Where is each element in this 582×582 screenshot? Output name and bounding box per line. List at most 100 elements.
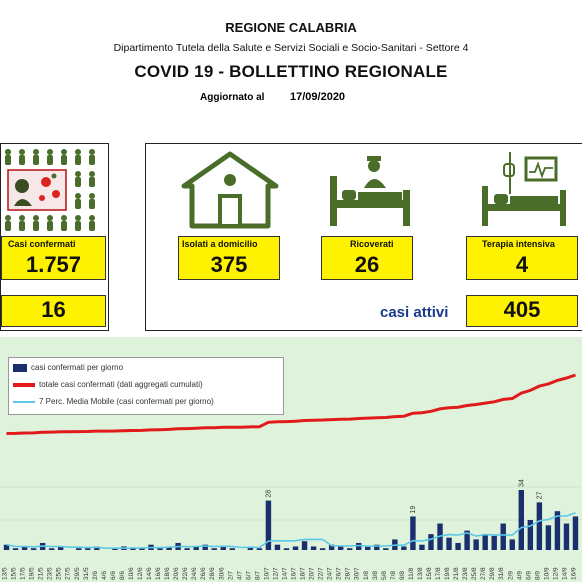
second-value: 16 [41,297,66,322]
daily-bar [482,534,488,550]
legend-daily: casi confermati per giorno [13,363,123,372]
daily-bar [337,546,344,550]
daily-bar [76,548,82,550]
x-tick-label: 21/8 [453,567,460,580]
daily-bar [202,544,208,550]
daily-bar [274,544,281,550]
x-tick-label: 21/5 [38,567,45,580]
x-tick-label: 18/7 [300,567,307,580]
x-tick-label: 28/6 [209,567,216,580]
daily-bar [166,546,172,550]
x-tick-label: 24/7 [327,567,334,580]
chart-legend: casi confermati per giorno totale casi c… [8,357,284,415]
daily-bar [545,525,552,550]
daily-bar [428,534,434,550]
daily-bar [319,548,326,550]
x-tick-label: 31/8 [498,567,505,580]
x-tick-label: 18/6 [164,567,171,580]
x-tick-label: 16/6 [155,567,162,580]
legend-cumulative-label: totale casi confermati (dati aggregati c… [39,380,203,389]
daily-bar [130,548,136,550]
home-isolation-value: 375 [210,252,248,277]
daily-bar [346,548,353,550]
daily-bar [247,546,254,550]
x-tick-label: 23/5 [47,567,54,580]
x-tick-label: 30/6 [218,567,225,580]
daily-bar [139,548,145,550]
daily-bar [473,539,479,550]
x-tick-label: 10/7 [263,567,270,580]
x-tick-label: 24/6 [191,567,198,580]
intensive-care-box [466,236,578,280]
x-tick-label: 14/6 [146,567,153,580]
daily-bar [21,546,28,550]
hospitalized-value: 26 [354,252,380,277]
daily-bar [527,520,534,550]
daily-bar [328,544,335,550]
confirmed-box [1,236,106,280]
daily-bar [30,548,37,550]
daily-bar [455,542,461,550]
x-tick-label: 15/8 [426,567,433,580]
x-tick-label: 17/5 [20,567,27,580]
x-tick-label: 12/6 [137,567,144,580]
daily-bar [464,530,470,550]
legend-moving-average-label: 7 Perc. Media Mobile (casi confermati pe… [39,397,214,406]
x-tick-label: 16/7 [291,567,298,580]
x-tick-label: 4/9 [516,571,523,580]
bar-data-label: 19 [410,506,417,514]
x-tick-label: 8/7 [254,571,261,580]
region-title: REGIONE CALABRIA [225,20,357,35]
daily-bar [383,548,389,550]
x-tick-label: 22/6 [182,567,189,580]
x-tick-label: 1/8 [363,571,370,580]
second-value-box [1,295,106,327]
cumulative-line [6,373,576,435]
x-tick-label: 14/7 [281,567,288,580]
x-tick-label: 19/8 [444,567,451,580]
daily-bar [265,500,272,550]
x-tick-label: 12/7 [272,567,279,580]
daily-bar [374,544,380,550]
daily-bar [491,535,497,550]
main-stats-panel [145,143,582,331]
updated-label: Aggiornato al [200,92,265,103]
hospital-bed-icon [330,156,410,226]
legend-cumulative-swatch [13,382,35,387]
confirmed-label: Casi confermati [8,239,76,249]
x-tick-label: 9/8 [399,571,406,580]
virus-patient-icon [5,149,95,231]
updated-date: 17/09/2020 [290,91,346,103]
x-tick-label: 11/8 [408,567,415,580]
bulletin-title: COVID 19 - BOLLETTINO REGIONALE [134,62,448,81]
x-tick-label: 30/7 [354,567,361,580]
daily-bar [229,548,236,550]
x-tick-label: 2/9 [507,571,514,580]
confirmed-value: 1.757 [25,252,82,277]
daily-bar [446,537,452,550]
x-tick-label: 20/6 [173,567,180,580]
daily-bar [256,548,263,550]
legend-daily-swatch [13,363,27,372]
active-cases-value: 405 [503,297,541,322]
active-cases-label: casi attivi [380,304,449,321]
bar-data-label: 27 [536,491,543,499]
x-tick-label: 7/8 [390,571,397,580]
x-tick-label: 12/9 [552,567,559,580]
daily-bar [12,548,19,550]
legend-cumulative: totale casi confermati (dati aggregati c… [13,380,203,389]
cases-chart: 28 19 34 27 13/5 15/5 17/5 19/5 21/5 23/5 25/5 27/5… [0,373,582,580]
daily-bar [356,542,362,550]
house-icon [181,151,279,229]
daily-bar [518,490,525,550]
x-tick-label: 3/8 [372,571,379,580]
x-tick-label: 8/9 [534,571,541,580]
daily-bar [310,546,317,550]
x-tick-label: 26/6 [200,567,207,580]
department-subtitle: Dipartimento Tutela della Salute e Servi… [113,42,469,54]
x-tick-label: 17/8 [435,567,442,580]
hospitalized-box [321,236,413,280]
intensive-care-value: 4 [515,252,529,277]
daily-bar [184,548,190,550]
x-tick-label: 25/8 [471,567,478,580]
